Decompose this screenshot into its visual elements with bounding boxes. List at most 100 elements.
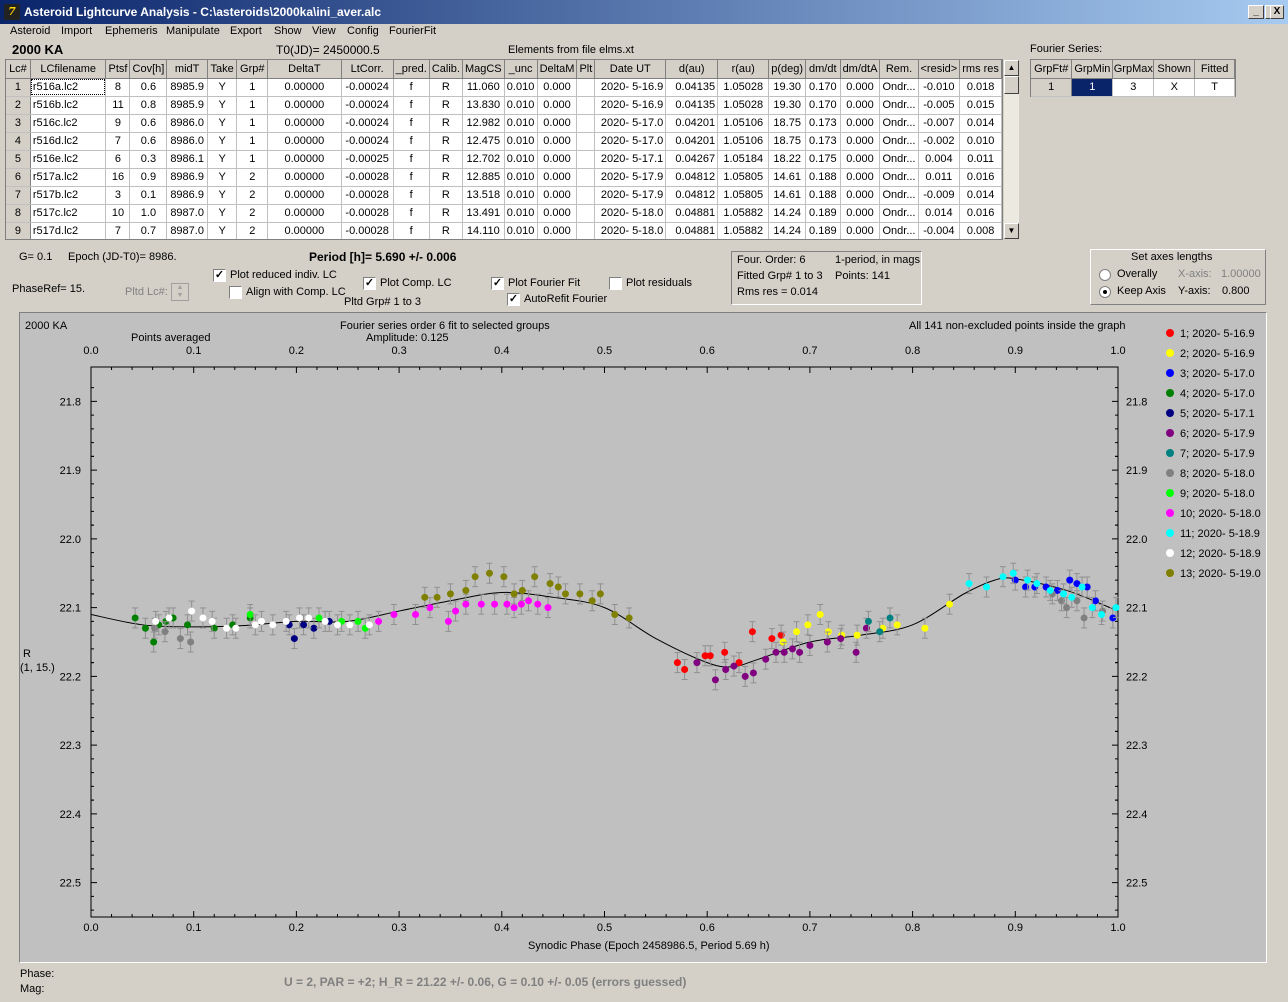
table-cell[interactable]: Ondr... <box>879 150 919 169</box>
column-header[interactable]: Plt <box>576 60 596 79</box>
table-cell[interactable]: 0.010 <box>504 186 538 205</box>
menu-show[interactable]: Show <box>274 25 302 37</box>
table-cell[interactable] <box>576 114 596 133</box>
table-cell[interactable]: 1.05882 <box>717 204 770 223</box>
table-cell[interactable]: R <box>429 78 463 97</box>
column-header[interactable]: Calib. <box>429 60 463 79</box>
table-cell[interactable]: R <box>429 204 463 223</box>
table-cell[interactable]: Ondr... <box>879 204 919 223</box>
table-cell[interactable]: 2020- 5-17.0 <box>594 132 667 151</box>
column-header[interactable]: p(deg) <box>768 60 807 79</box>
column-header[interactable]: LtCorr. <box>341 60 394 79</box>
table-cell[interactable]: 9 <box>105 114 131 133</box>
table-scrollbar[interactable]: ▲ ▼ <box>1003 59 1020 240</box>
table-cell[interactable]: 19.30 <box>768 96 807 115</box>
column-header[interactable]: Grp# <box>236 60 269 79</box>
table-cell[interactable]: 6 <box>105 150 131 169</box>
fourier-cell[interactable]: T <box>1194 78 1235 97</box>
table-cell[interactable]: 0.00000 <box>267 168 342 187</box>
table-cell[interactable]: 1.05106 <box>717 114 770 133</box>
table-cell[interactable]: 0.010 <box>504 78 538 97</box>
table-cell[interactable]: 8987.0 <box>166 222 208 239</box>
table-cell[interactable]: 0.04135 <box>665 78 719 97</box>
column-header[interactable]: dm/dt <box>805 60 841 79</box>
fourier-column-header[interactable]: Fitted <box>1194 60 1235 79</box>
table-cell[interactable]: 8985.9 <box>166 78 208 97</box>
table-cell[interactable]: 1 <box>236 96 269 115</box>
table-cell[interactable]: f <box>393 168 430 187</box>
column-header[interactable]: DeltaM <box>537 60 578 79</box>
table-cell[interactable]: 0.6 <box>129 78 168 97</box>
table-cell[interactable]: 13.830 <box>462 96 505 115</box>
table-cell[interactable]: 8987.0 <box>166 204 208 223</box>
table-cell[interactable]: 0.010 <box>504 96 538 115</box>
table-cell[interactable]: Y <box>207 114 238 133</box>
table-cell[interactable]: 1.0 <box>129 204 168 223</box>
table-cell[interactable]: f <box>393 204 430 223</box>
table-cell[interactable]: -0.00028 <box>341 168 394 187</box>
table-cell[interactable]: 14.110 <box>462 222 505 239</box>
column-header[interactable]: Ptsf <box>105 60 131 79</box>
table-cell[interactable]: 1.05184 <box>717 150 770 169</box>
table-cell[interactable] <box>576 204 596 223</box>
table-cell[interactable]: 0.010 <box>504 150 538 169</box>
table-cell[interactable]: -0.00024 <box>341 96 394 115</box>
table-cell[interactable]: 18.75 <box>768 114 807 133</box>
table-cell[interactable]: 3 <box>105 186 131 205</box>
table-cell[interactable]: Y <box>207 96 238 115</box>
table-cell[interactable]: 0.170 <box>805 78 841 97</box>
column-header[interactable]: Cov[h] <box>129 60 168 79</box>
table-cell[interactable]: 2020- 5-18.0 <box>594 204 667 223</box>
table-cell[interactable]: -0.00024 <box>341 78 394 97</box>
table-cell[interactable]: 0.6 <box>129 114 168 133</box>
table-cell[interactable]: 8986.9 <box>166 168 208 187</box>
table-cell[interactable]: 2020- 5-16.9 <box>594 96 667 115</box>
table-cell[interactable]: 8986.0 <box>166 132 208 151</box>
table-cell[interactable]: 0.000 <box>840 168 881 187</box>
menu-fourierfit[interactable]: FourierFit <box>389 25 437 37</box>
table-cell[interactable]: f <box>393 96 430 115</box>
table-cell[interactable]: 14.61 <box>768 186 807 205</box>
table-cell[interactable]: -0.010 <box>918 78 961 97</box>
table-cell[interactable]: 1.05805 <box>717 186 770 205</box>
table-cell[interactable]: 0.04135 <box>665 96 719 115</box>
autorefit-checkbox[interactable]: ✓ <box>507 293 520 306</box>
table-cell[interactable]: 2020- 5-17.0 <box>594 114 667 133</box>
table-cell[interactable]: 0.014 <box>959 114 1002 133</box>
fourier-cell[interactable]: X <box>1153 78 1196 97</box>
table-cell[interactable]: 0.000 <box>840 186 881 205</box>
table-cell[interactable]: R <box>429 132 463 151</box>
table-cell[interactable]: 8986.9 <box>166 186 208 205</box>
table-cell[interactable]: Y <box>207 222 238 239</box>
table-cell[interactable]: 8986.0 <box>166 114 208 133</box>
overally-radio[interactable] <box>1099 269 1111 281</box>
table-cell[interactable]: 0.000 <box>840 78 881 97</box>
table-cell[interactable] <box>576 186 596 205</box>
table-cell[interactable]: f <box>393 150 430 169</box>
table-cell[interactable]: 0.8 <box>129 96 168 115</box>
column-header[interactable]: DeltaT <box>267 60 342 79</box>
table-cell[interactable]: -0.00028 <box>341 222 394 239</box>
table-cell[interactable]: 0.04201 <box>665 114 719 133</box>
table-cell[interactable]: 0.04812 <box>665 186 719 205</box>
table-cell[interactable]: Y <box>207 150 238 169</box>
table-cell[interactable]: 0.175 <box>805 150 841 169</box>
table-cell[interactable]: 0.010 <box>504 132 538 151</box>
lightcurve-plot[interactable]: 2000 KA Points averaged Fourier series o… <box>19 312 1267 963</box>
table-cell[interactable]: 16 <box>105 168 131 187</box>
table-cell[interactable] <box>576 78 596 97</box>
table-cell[interactable]: Ondr... <box>879 222 919 239</box>
table-cell[interactable]: 0.000 <box>537 96 578 115</box>
table-cell[interactable]: 0.9 <box>129 168 168 187</box>
column-header[interactable]: Lc# <box>6 60 31 79</box>
row-number[interactable]: 6 <box>6 168 31 187</box>
row-number[interactable]: 5 <box>6 150 31 169</box>
lightcurve-chart[interactable]: 2000 KA Points averaged Fourier series o… <box>20 313 1266 962</box>
table-cell[interactable]: R <box>429 114 463 133</box>
column-header[interactable]: LCfilename <box>30 60 107 79</box>
table-cell[interactable]: 8985.9 <box>166 96 208 115</box>
table-cell[interactable]: -0.004 <box>918 222 961 239</box>
plot-comp-checkbox[interactable]: ✓ <box>363 277 376 290</box>
fourier-column-header[interactable]: GrpFt# <box>1031 60 1073 79</box>
table-cell[interactable]: Ondr... <box>879 78 919 97</box>
